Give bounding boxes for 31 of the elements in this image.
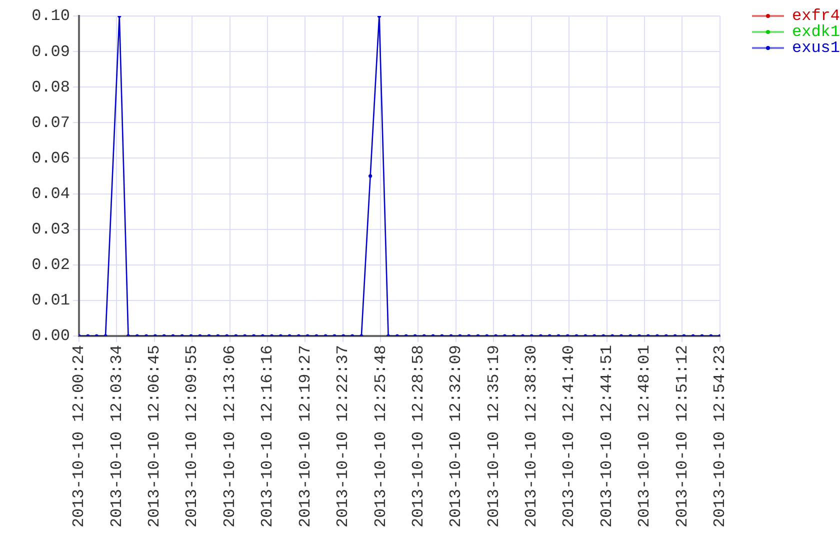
x-tick-label: 2013-10-10 12:38:30 <box>522 345 541 528</box>
x-tick-label: 2013-10-10 12:48:01 <box>636 345 654 528</box>
x-tick-label: 2013-10-10 12:09:55 <box>183 345 202 528</box>
legend-label: exdk1 <box>792 23 840 42</box>
x-tick-label: 2013-10-10 12:06:45 <box>146 345 164 528</box>
x-tick-label: 2013-10-10 12:00:24 <box>70 345 88 528</box>
x-tick-label: 2013-10-10 12:35:19 <box>484 345 503 528</box>
y-tick-label: 0.10 <box>32 7 70 26</box>
x-tick-label: 2013-10-10 12:13:06 <box>221 345 240 528</box>
x-tick-label: 2013-10-10 12:16:16 <box>258 345 277 528</box>
y-tick-label: 0.08 <box>32 78 70 96</box>
x-tick-label: 2013-10-10 12:22:37 <box>334 345 352 528</box>
x-tick-label: 2013-10-10 12:54:23 <box>711 345 730 528</box>
x-tick-label: 2013-10-10 12:28:58 <box>409 345 428 528</box>
x-tick-label: 2013-10-10 12:32:09 <box>447 345 466 528</box>
y-tick-label: 0.07 <box>32 114 70 132</box>
legend-label: exfr4 <box>792 7 840 26</box>
y-tick-label: 0.04 <box>32 185 70 204</box>
x-tick-label: 2013-10-10 12:25:48 <box>372 345 390 528</box>
x-tick-label: 2013-10-10 12:51:12 <box>673 345 692 528</box>
y-tick-label: 0.00 <box>32 327 70 346</box>
y-tick-label: 0.06 <box>32 149 70 168</box>
y-tick-label: 0.09 <box>32 42 70 61</box>
legend-label: exus1 <box>792 39 840 58</box>
x-tick-label: 2013-10-10 12:41:40 <box>560 345 578 528</box>
x-tick-label: 2013-10-10 12:44:51 <box>598 345 616 528</box>
x-tick-label: 2013-10-10 12:19:27 <box>296 345 314 528</box>
y-tick-label: 0.03 <box>32 220 70 239</box>
x-tick-label: 2013-10-10 12:03:34 <box>108 345 126 528</box>
y-tick-label: 0.01 <box>32 292 70 310</box>
y-tick-label: 0.02 <box>32 256 70 274</box>
